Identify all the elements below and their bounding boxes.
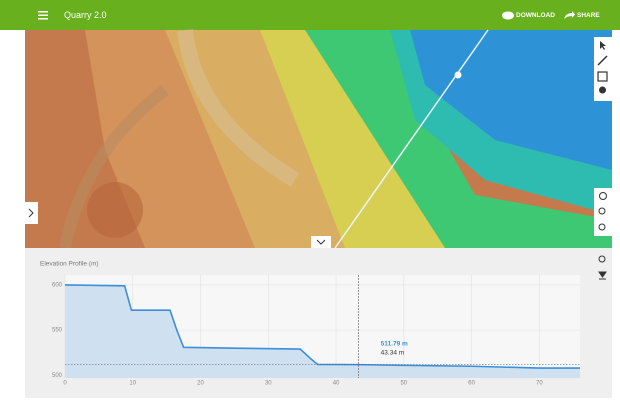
x-tick-label: 30	[265, 381, 272, 387]
x-tick-label: 70	[536, 381, 543, 387]
profile-tools[interactable]	[598, 255, 607, 280]
y-tick-label: 500	[52, 373, 63, 379]
y-tick-label: 600	[52, 283, 63, 289]
elevation-chart: 0 10 20 30 40 50 60 70 500 550 600 511.79 m 43.34 m	[52, 275, 580, 387]
zoom-controls[interactable]	[594, 188, 612, 236]
x-tick-label: 0	[63, 381, 67, 387]
map-tools[interactable]	[594, 37, 612, 101]
download-button[interactable]: DOWNLOAD	[502, 11, 555, 20]
app-title: Quarry 2.0	[64, 10, 107, 20]
marker-elevation-label: 511.79 m	[381, 340, 408, 347]
elevation-area	[65, 284, 580, 378]
download-label[interactable]: DOWNLOAD	[516, 12, 555, 19]
share-button[interactable]: SHARE	[564, 11, 600, 19]
marker-distance-label: 43.34 m	[381, 349, 405, 356]
elevation-line	[64, 284, 580, 369]
x-tick-label: 60	[468, 381, 475, 387]
chart-title: Elevation Profile (m)	[40, 261, 99, 268]
collapse-map-button[interactable]	[311, 236, 331, 248]
map[interactable]	[25, 29, 612, 250]
x-tick-label: 10	[129, 381, 136, 387]
menu-button[interactable]	[38, 11, 48, 20]
share-label[interactable]: SHARE	[577, 12, 600, 19]
expand-panel-button[interactable]	[24, 202, 38, 224]
x-tick-label: 50	[400, 381, 407, 387]
y-tick-label: 550	[52, 328, 63, 334]
x-tick-label: 40	[333, 381, 340, 387]
header-bar	[0, 0, 620, 30]
x-tick-label: 20	[197, 381, 204, 387]
